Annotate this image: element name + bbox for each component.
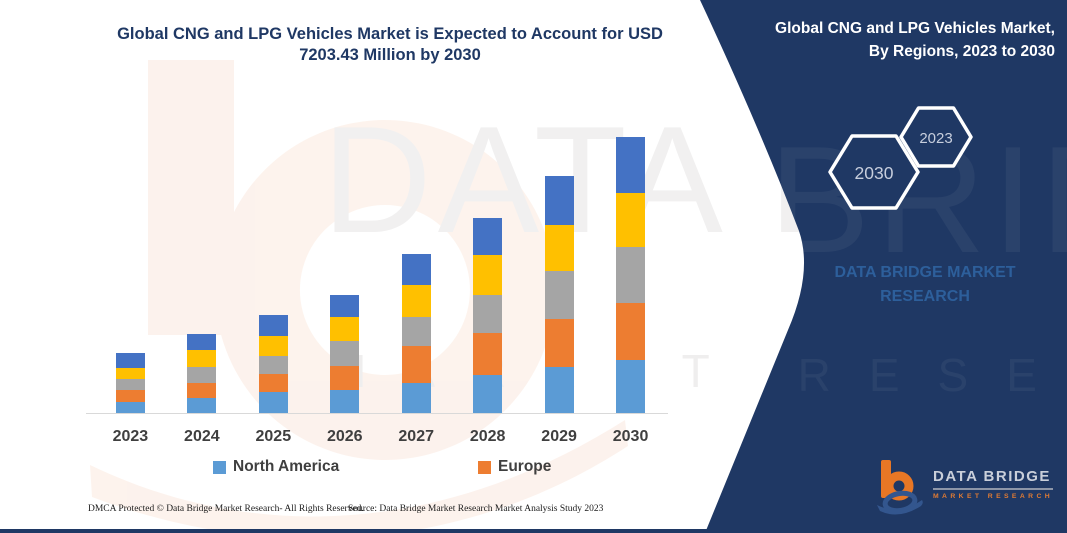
bar-segment-2023-3: [115, 368, 145, 379]
bar-segment-2023-0: [115, 402, 145, 413]
bar-segment-2029-0: [544, 366, 574, 413]
x-axis-label-2024: 2024: [184, 428, 220, 445]
bar-segment-2028-0: [473, 374, 503, 413]
dbmr-logo: DATA BRIDGE MARKET RESEARCH: [876, 458, 1054, 516]
bar-segment-2028-4: [473, 217, 503, 255]
panel-heading-line2: By Regions, 2023 to 2030: [868, 43, 1055, 61]
panel-watermark-spaced-text: MARKET RESEARCH: [328, 349, 1067, 401]
bar-segment-2025-4: [258, 314, 288, 336]
watermark-swoosh: [90, 420, 628, 530]
bar-segment-2029-3: [544, 224, 574, 271]
bar-segment-2024-3: [187, 349, 217, 367]
panel-brand-watermark-line2: RESEARCH: [880, 288, 970, 305]
legend-label: North America: [233, 458, 340, 475]
hexagon-2023-label: 2023: [919, 130, 952, 147]
x-axis-label-2027: 2027: [398, 428, 434, 445]
bar-segment-2025-3: [258, 335, 288, 356]
bar-segment-2027-2: [401, 316, 431, 346]
bar-segment-2024-4: [187, 333, 217, 350]
x-axis-label-2029: 2029: [541, 428, 577, 445]
bar-segment-2030-2: [616, 246, 646, 303]
bar-segment-2024-0: [187, 397, 217, 413]
chart-title-line2: 7203.43 Million by 2030: [299, 46, 481, 64]
bar-segment-2029-2: [544, 270, 574, 319]
x-axis-label-2030: 2030: [612, 428, 649, 445]
bar-segment-2023-2: [115, 379, 145, 390]
bar-segment-2025-1: [258, 373, 288, 392]
bar-segment-2026-0: [330, 390, 360, 413]
x-axis-label-2026: 2026: [326, 428, 363, 445]
x-axis-label-2025: 2025: [255, 428, 292, 445]
panel-heading-line1: Global CNG and LPG Vehicles Market,: [775, 20, 1055, 37]
bar-segment-2030-1: [616, 302, 646, 360]
bar-segment-2027-3: [401, 284, 431, 317]
hexagon-2023: [899, 106, 973, 168]
legend-item-europe: Europe: [478, 458, 551, 476]
panel-heading: Global CNG and LPG Vehicles Market, By R…: [720, 17, 1055, 64]
chart-title-line1: Global CNG and LPG Vehicles Market is Ex…: [117, 25, 663, 43]
dbmr-logo-brand: DATA BRIDGE: [933, 468, 1054, 490]
panel-brand-watermark-line1: DATA BRIDGE MARKET: [834, 264, 1016, 281]
chart-legend: North America Europe: [0, 458, 700, 478]
bottom-accent-bar: [0, 529, 1067, 533]
legend-swatch: [478, 460, 491, 474]
bar-segment-2024-1: [187, 382, 217, 398]
dbmr-logo-icon: [877, 460, 923, 515]
bar-segment-2024-2: [187, 366, 217, 383]
bar-segment-2030-0: [616, 360, 646, 413]
legend-swatch: [213, 460, 226, 474]
bar-segment-2023-1: [115, 390, 145, 402]
watermark-b-bowl: [215, 120, 556, 460]
bar-segment-2023-4: [115, 352, 145, 368]
bar-segment-2026-1: [330, 366, 360, 390]
dbmr-watermark-logo: [90, 60, 628, 530]
bar-segment-2029-1: [544, 318, 574, 367]
bar-segment-2026-2: [330, 341, 360, 367]
legend-item-north-america: North America: [213, 458, 339, 476]
dbmr-logo-tagline: MARKET RESEARCH: [933, 493, 1054, 500]
bar-segment-2027-0: [401, 382, 431, 413]
bar-segment-2029-4: [544, 175, 574, 225]
stacked-bar-chart: 2023 2024 2025 2026 2027 2028 2029 2030: [86, 137, 668, 445]
x-axis-label-2028: 2028: [469, 428, 506, 445]
bar-segment-2027-4: [401, 253, 431, 285]
bar-segment-2028-1: [473, 332, 503, 375]
hexagon-2030-label: 2030: [855, 163, 894, 183]
x-axis-label-2023: 2023: [112, 428, 149, 445]
bar-segment-2025-0: [258, 392, 288, 413]
x-axis-line: [86, 413, 668, 414]
chart-title: Global CNG and LPG Vehicles Market is Ex…: [80, 24, 700, 66]
bar-segment-2027-1: [401, 345, 431, 383]
bar-segment-2026-3: [330, 317, 360, 341]
dmca-text: DMCA Protected © Data Bridge Market Rese…: [88, 504, 364, 514]
legend-label: Europe: [498, 458, 552, 475]
bar-segment-2028-3: [473, 254, 503, 295]
bar-segment-2028-2: [473, 294, 503, 333]
hexagon-2030: [828, 134, 920, 210]
bar-segment-2026-4: [330, 295, 360, 317]
panel-brand-watermark: DATA BRIDGE MARKET RESEARCH: [795, 261, 1055, 309]
side-panel-shape: [700, 0, 1067, 533]
source-text: Source: Data Bridge Market Research Mark…: [348, 504, 604, 514]
bar-segment-2030-3: [616, 192, 646, 247]
bar-segment-2030-4: [616, 137, 646, 193]
bar-segment-2025-2: [258, 355, 288, 374]
